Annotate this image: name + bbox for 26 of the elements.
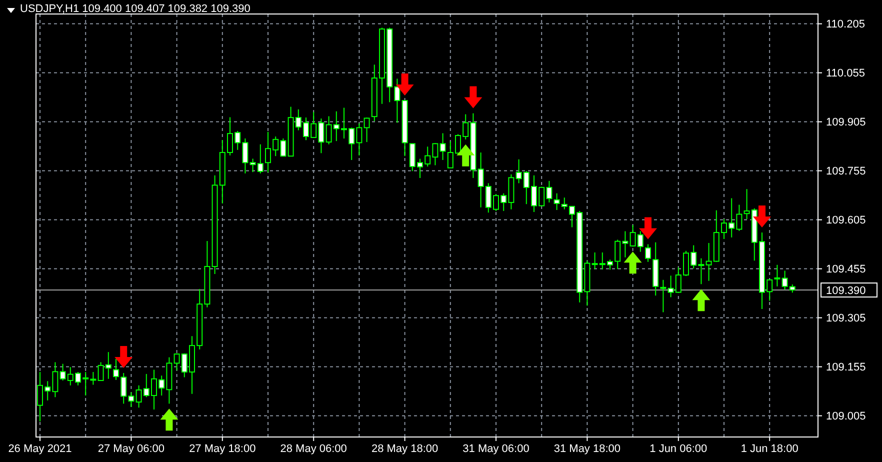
x-tick-label: 28 May 06:00: [280, 443, 347, 455]
x-tick-label: 27 May 18:00: [189, 443, 256, 455]
candlestick: [774, 264, 780, 287]
x-tick-label: 1 Jun 18:00: [740, 443, 798, 455]
y-tick-label: 109.605: [826, 214, 866, 227]
candlestick: [554, 192, 560, 210]
y-tick-label: 110.055: [826, 68, 865, 80]
y-tick-label: 109.755: [826, 166, 866, 178]
y-tick-label: 109.305: [826, 312, 866, 325]
x-tick-label: 31 May 06:00: [462, 443, 530, 455]
x-tick-label: 31 May 18:00: [554, 443, 621, 455]
y-tick-label: 109.155: [826, 362, 866, 374]
x-tick-label: 27 May 06:00: [98, 443, 165, 455]
x-tick-label: 1 Jun 06:00: [650, 443, 708, 455]
y-tick-label: 109.005: [826, 410, 866, 423]
x-tick-label: 26 May 2021: [8, 443, 72, 455]
ref-line-label: 109.390: [826, 284, 866, 297]
candlestick: [645, 244, 651, 262]
candlestick: [440, 132, 446, 161]
x-tick-label: 28 May 18:00: [371, 443, 438, 455]
y-tick-label: 109.905: [826, 116, 866, 129]
y-tick-label: 109.455: [826, 264, 866, 276]
chart-title: USDJPY,H1 109.400 109.407 109.382 109.390: [20, 3, 250, 15]
y-tick-label: 110.205: [826, 18, 865, 31]
candlestick: [660, 279, 666, 313]
candlestick: [364, 117, 370, 143]
